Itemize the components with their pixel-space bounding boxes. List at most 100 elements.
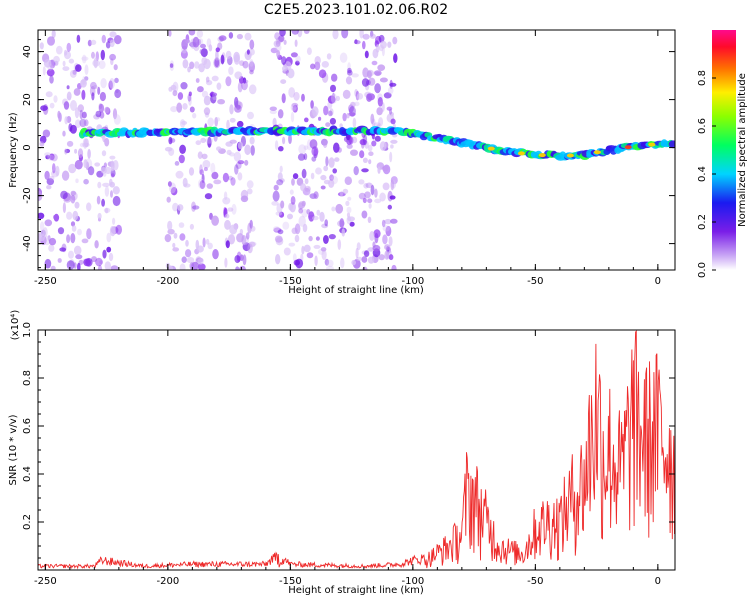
noise-blob [168,136,173,145]
noise-blob [274,140,279,151]
noise-blob [179,233,186,241]
noise-blob [87,148,91,159]
noise-blob [196,30,204,38]
noise-blob [103,162,107,168]
noise-blob [393,53,398,64]
noise-blob [68,58,75,64]
noise-blob [249,219,253,229]
noise-blob [49,175,55,181]
noise-blob [368,151,374,156]
noise-blob [56,45,63,55]
noise-blob [75,64,82,72]
noise-blob [332,168,338,174]
noise-blob [77,104,85,113]
noise-blob [86,228,92,240]
noise-blob [181,256,187,264]
noise-blob [226,149,232,155]
noise-blob [389,108,392,115]
noise-blob [392,36,398,45]
noise-blob [291,227,298,235]
noise-blob [44,152,51,157]
noise-blob [367,198,373,203]
noise-blob [275,254,281,265]
y-tick-label: 20 [22,93,33,106]
noise-blob [194,61,200,69]
noise-blob [207,136,212,148]
snr-y-ticks: 0.2 0.4 0.6 0.8 1.0 [22,322,675,559]
noise-blob [315,167,322,175]
noise-blob [240,189,249,200]
noise-blob [373,70,382,76]
noise-blob [182,177,188,187]
noise-blob [276,50,281,58]
noise-blob [57,110,61,119]
noise-blob [341,228,346,237]
noise-blob [44,258,52,269]
noise-blob [350,149,358,156]
noise-blob [249,136,255,145]
noise-blob [110,190,113,198]
noise-blob [175,170,184,179]
noise-blob [269,106,277,111]
noise-blob [279,178,285,183]
noise-blob [244,144,251,156]
noise-blob [66,91,72,101]
noise-blob [301,200,306,207]
noise-blob [198,63,205,73]
noise-blob [314,56,321,65]
x-tick-label: -50 [527,276,543,287]
noise-blob [371,60,378,66]
noise-blob [325,122,331,127]
noise-blob [244,159,249,166]
noise-blob [167,220,173,231]
noise-blob [288,133,292,145]
noise-blob [200,43,206,49]
noise-blob [359,30,364,39]
noise-blob [280,200,285,209]
y-tick-label: 0.8 [22,370,33,386]
noise-blob [201,57,208,65]
noise-blob [306,252,314,259]
noise-blob [347,196,352,201]
ridge-point [668,140,675,149]
noise-blob [64,148,68,155]
noise-blob [199,164,203,175]
noise-blob [390,139,398,144]
noise-blob [228,66,234,75]
noise-blob [314,61,321,71]
noise-blob [291,178,295,186]
noise-blob [248,48,255,56]
noise-blob [248,84,257,95]
noise-blob [330,93,338,104]
noise-blob [38,233,45,242]
noise-blob [207,117,214,127]
noise-blob [358,179,365,185]
noise-blob [301,245,305,255]
noise-blob [99,260,103,265]
noise-blob [70,233,76,244]
noise-blob [220,54,225,65]
ridge-peak [648,142,656,147]
noise-blob [228,32,234,39]
noise-blob [353,166,359,176]
noise-blob [210,93,217,104]
noise-blob [390,144,394,149]
noise-blob [81,56,89,61]
noise-blob [346,144,353,149]
noise-blob [180,82,188,90]
noise-blob [191,261,199,270]
noise-blob [216,82,222,90]
noise-blob [70,190,77,196]
noise-blob [311,146,319,157]
noise-blob [189,61,195,70]
noise-blob [242,77,247,84]
ridge-peak [624,145,632,150]
colorbar-tick-label: 0.4 [697,166,708,182]
noise-blob [74,119,82,128]
noise-blob [234,164,239,175]
noise-blob [380,40,387,49]
noise-blob [224,257,228,268]
noise-blob [320,247,327,252]
noise-blob [225,240,230,249]
noise-blob [315,236,320,241]
